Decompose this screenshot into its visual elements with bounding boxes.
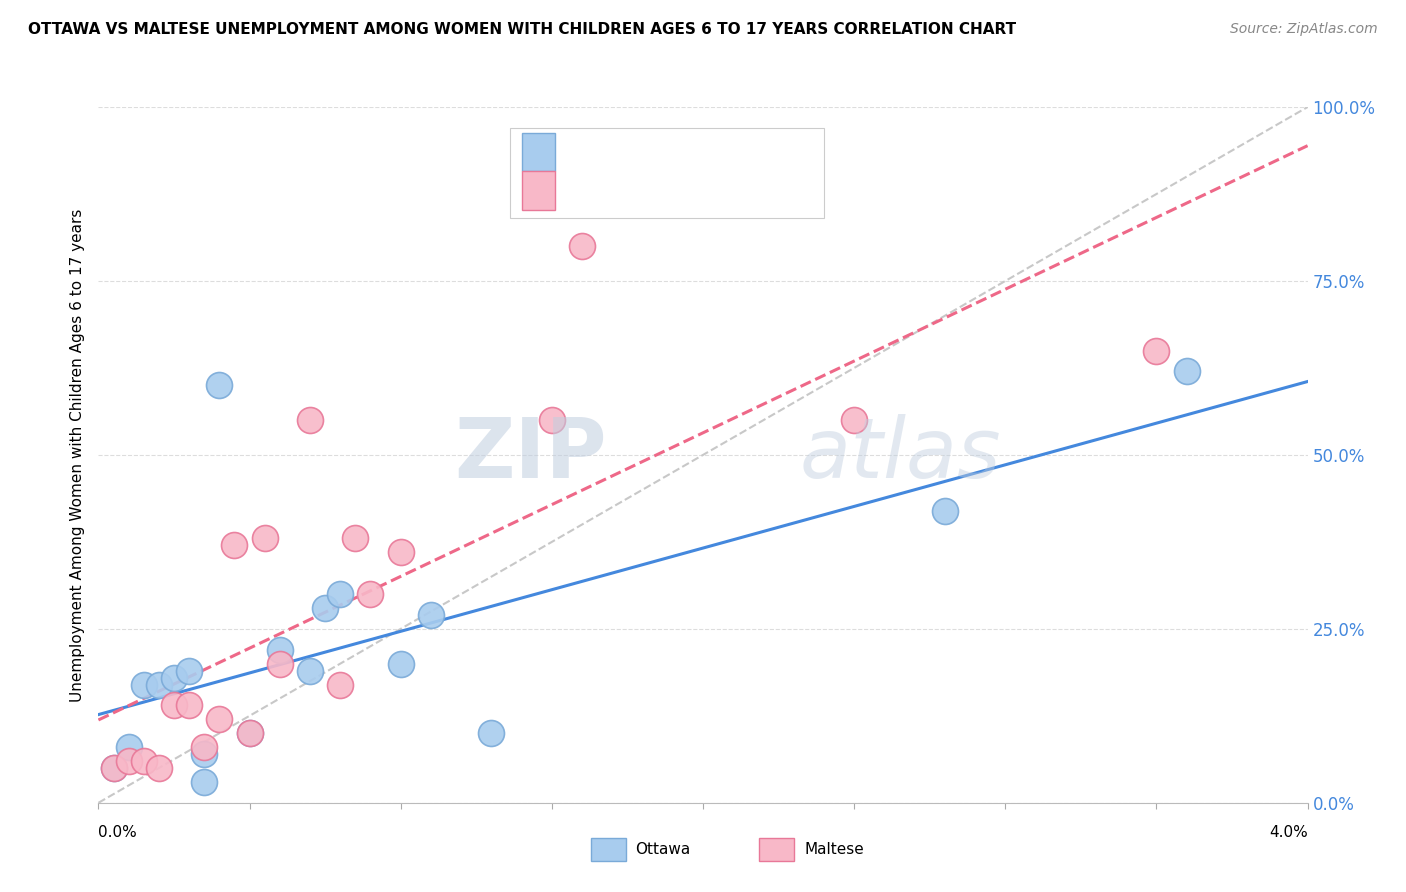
Point	[208, 378, 231, 392]
Text: 19: 19	[742, 145, 763, 160]
Point	[571, 239, 593, 253]
Point	[389, 657, 412, 671]
Text: atlas: atlas	[800, 415, 1001, 495]
Point	[481, 726, 503, 740]
Point	[163, 671, 186, 685]
Point	[253, 532, 276, 546]
Point	[298, 413, 321, 427]
FancyBboxPatch shape	[522, 171, 555, 210]
Point	[224, 538, 246, 552]
FancyBboxPatch shape	[522, 133, 555, 171]
Point	[329, 677, 352, 691]
Point	[148, 761, 170, 775]
Point	[193, 740, 215, 755]
Bar	[759, 838, 794, 861]
Point	[239, 726, 262, 740]
Point	[269, 657, 291, 671]
Point	[1144, 343, 1167, 358]
Point	[360, 587, 382, 601]
Point	[163, 698, 186, 713]
Point	[239, 726, 262, 740]
Point	[193, 747, 215, 761]
Text: N =: N =	[682, 183, 725, 198]
Point	[118, 740, 141, 755]
Point	[314, 601, 336, 615]
Text: 0.611: 0.611	[613, 145, 661, 160]
Point	[148, 677, 170, 691]
Point	[177, 698, 201, 713]
Point	[298, 664, 321, 678]
Point	[389, 545, 412, 559]
Text: Source: ZipAtlas.com: Source: ZipAtlas.com	[1230, 22, 1378, 37]
Point	[934, 503, 956, 517]
Point	[118, 754, 141, 768]
Text: N =: N =	[682, 145, 725, 160]
Point	[1175, 364, 1198, 378]
Text: 4.0%: 4.0%	[1268, 825, 1308, 840]
Text: OTTAWA VS MALTESE UNEMPLOYMENT AMONG WOMEN WITH CHILDREN AGES 6 TO 17 YEARS CORR: OTTAWA VS MALTESE UNEMPLOYMENT AMONG WOM…	[28, 22, 1017, 37]
Point	[132, 754, 155, 768]
Text: 21: 21	[742, 183, 763, 198]
FancyBboxPatch shape	[509, 128, 824, 219]
Point	[103, 761, 125, 775]
Point	[420, 607, 443, 622]
Text: R =: R =	[568, 183, 600, 198]
Y-axis label: Unemployment Among Women with Children Ages 6 to 17 years: Unemployment Among Women with Children A…	[69, 208, 84, 702]
Point	[540, 413, 562, 427]
Text: ZIP: ZIP	[454, 415, 606, 495]
Point	[329, 587, 352, 601]
Point	[344, 532, 367, 546]
Text: Maltese: Maltese	[804, 842, 863, 857]
Point	[208, 712, 231, 726]
Bar	[591, 838, 626, 861]
Point	[193, 775, 215, 789]
Point	[269, 642, 291, 657]
Point	[132, 677, 155, 691]
Point	[177, 664, 201, 678]
Point	[103, 761, 125, 775]
Text: 0.798: 0.798	[613, 183, 662, 198]
Text: 0.0%: 0.0%	[98, 825, 138, 840]
Text: R =: R =	[568, 145, 600, 160]
Text: Ottawa: Ottawa	[636, 842, 690, 857]
Point	[844, 413, 866, 427]
